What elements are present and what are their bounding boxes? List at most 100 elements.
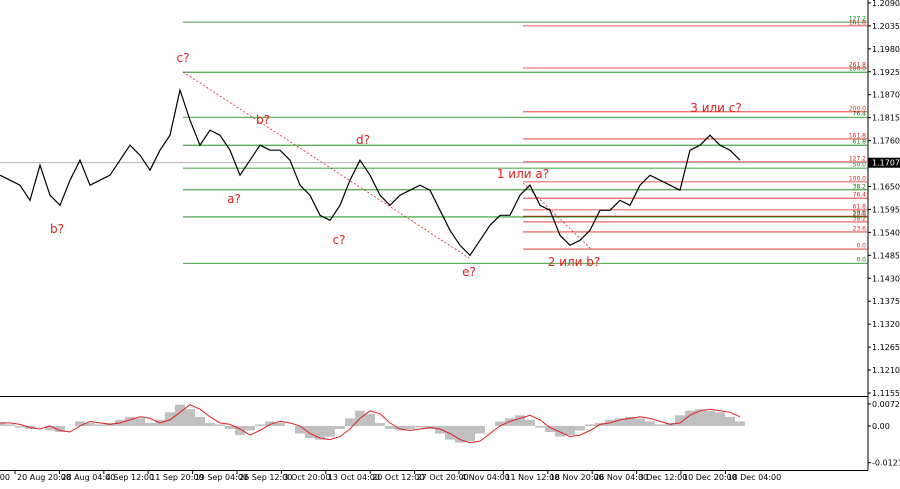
y-tick-label: 1.1815	[872, 114, 900, 123]
x-tick-label: 18 Nov 20:00	[550, 473, 604, 482]
macd-bar	[615, 418, 625, 426]
fib-label: 161.8	[849, 19, 866, 26]
y-tick-label: 1.1155	[872, 389, 900, 398]
x-tick-label: 28 Aug 04:00	[61, 473, 115, 482]
macd-bar	[405, 425, 415, 429]
fib-label: 100.0	[849, 66, 866, 73]
price-line	[0, 87, 741, 257]
x-tick-label: 20 Oct 12:00	[372, 473, 424, 482]
macd-bar	[165, 412, 175, 426]
macd-bar	[555, 425, 565, 437]
fib-label: 261.8	[849, 62, 866, 69]
macd-bar	[445, 425, 455, 440]
fib-label: 127.2	[849, 155, 866, 162]
x-tick-label: 4 Nov 04:00	[461, 473, 510, 482]
x-tick-label: 13 Oct 04:00	[328, 473, 380, 482]
macd-bar	[345, 418, 355, 426]
fib-label: 200.0	[849, 105, 866, 112]
macd-bar	[455, 425, 465, 443]
wave-label: b?	[256, 113, 270, 127]
x-tick-label: 27 Oct 20:00	[417, 473, 469, 482]
macd-bar	[645, 421, 655, 426]
wave-label: a?	[227, 192, 241, 206]
macd-bar	[275, 422, 285, 426]
y-tick-label: 1.1265	[872, 343, 900, 352]
wave-label: e?	[462, 265, 476, 279]
y-tick-label: 1.1925	[872, 68, 900, 77]
y-tick-label: 1.1595	[872, 205, 900, 214]
macd-bar	[715, 412, 725, 426]
macd-bar	[505, 418, 515, 426]
x-tick-label: 26 Nov 04:00	[594, 473, 648, 482]
x-tick-label: 19 Sep 04:00	[195, 473, 248, 482]
last-price-label: 1.1707	[872, 159, 900, 168]
y-tick-label: 0.00725	[872, 400, 900, 409]
macd-bar	[205, 422, 215, 426]
macd-bar	[255, 424, 265, 426]
wave-label: b?	[50, 222, 64, 236]
macd-bar	[375, 422, 385, 426]
fib-label: 0.0	[856, 243, 866, 250]
macd-bar	[415, 425, 425, 428]
wave-label: 1 или a?	[497, 167, 549, 181]
x-tick-label: 3 Dec 12:00	[639, 473, 688, 482]
macd-bar	[315, 425, 325, 440]
macd-bar	[75, 421, 85, 426]
y-tick-label: 1.1210	[872, 366, 900, 375]
macd-bar	[385, 425, 395, 429]
y-tick-label: 1.1650	[872, 182, 900, 191]
trend-line	[182, 71, 470, 259]
y-tick-label: 1.2090	[872, 0, 900, 8]
fib-label: 161.8	[849, 132, 866, 139]
macd-bar	[675, 415, 685, 426]
macd-bar	[5, 424, 15, 426]
fib-label: 23.6	[853, 225, 867, 232]
x-tick-label: 10 Dec 20:00	[683, 473, 737, 482]
fib-label: 127.2	[849, 16, 866, 23]
y-tick-label: 1.1485	[872, 251, 900, 260]
wave-label: 3 или c?	[690, 101, 742, 115]
macd-bar	[515, 415, 525, 426]
macd-bar	[685, 410, 695, 426]
signal-line	[0, 404, 741, 444]
wave-label: c?	[333, 233, 346, 247]
wave-label: d?	[356, 133, 370, 147]
macd-bar	[235, 425, 245, 436]
macd-bar	[735, 421, 745, 426]
macd-bar	[225, 425, 235, 429]
macd-bar	[125, 416, 135, 426]
macd-bar	[55, 425, 65, 433]
macd-bar	[195, 416, 205, 426]
macd-bar	[465, 425, 475, 442]
fib-label: 61.8	[853, 139, 867, 146]
macd-bar	[185, 409, 195, 426]
macd-bar	[325, 425, 335, 437]
macd-bar	[655, 424, 665, 426]
macd-bar	[435, 425, 445, 434]
fib-label: 50.0	[853, 210, 867, 217]
macd-bar	[725, 416, 735, 426]
macd-bar	[535, 425, 545, 428]
fib-label: 100.0	[849, 175, 866, 182]
y-tick-label: 1.2035	[872, 22, 900, 31]
macd-bar	[705, 410, 715, 426]
macd-bar	[625, 416, 635, 426]
y-tick-label: 1.1760	[872, 137, 900, 146]
fib-label: 38.2	[853, 183, 867, 190]
x-tick-label: 20 Aug 20:00	[17, 473, 71, 482]
macd-bar	[45, 425, 55, 431]
macd-bar	[135, 418, 145, 426]
fib-label: 76.4	[853, 111, 867, 118]
macd-bar	[525, 419, 535, 426]
y-tick-label: 1.1980	[872, 45, 900, 54]
y-tick-label: 1.1870	[872, 91, 900, 100]
macd-bar	[0, 422, 5, 426]
macd-bar	[395, 425, 405, 431]
y-tick-label: 0.00	[872, 422, 890, 431]
last-price-box	[868, 157, 900, 168]
macd-bar	[635, 418, 645, 426]
y-tick-label: 1.1375	[872, 297, 900, 306]
fib-label: 23.6	[853, 210, 867, 217]
